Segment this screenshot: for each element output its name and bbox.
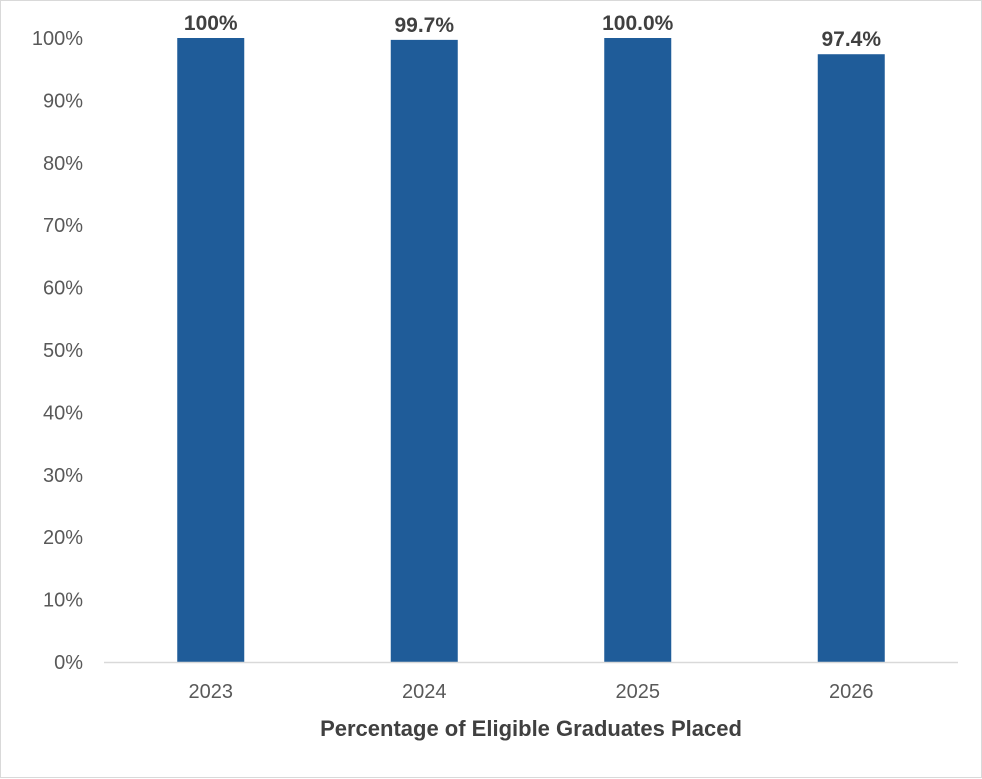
bar-2025 bbox=[604, 38, 672, 662]
y-axis-ticks: 0% 10% 20% 30% 40% 50% 60% 70% 80% 90% 100% bbox=[32, 28, 83, 674]
y-tick-label: 50% bbox=[43, 340, 83, 362]
data-label-2024: 99.7% bbox=[394, 14, 454, 37]
bar-2024 bbox=[390, 39, 458, 662]
data-label-2025: 100.0% bbox=[602, 12, 674, 35]
data-label-2026: 97.4% bbox=[821, 28, 881, 51]
data-labels: 100% 99.7% 100.0% 97.4% bbox=[184, 12, 881, 51]
bar-series bbox=[177, 38, 885, 662]
y-tick-label: 90% bbox=[43, 90, 83, 112]
x-tick-label-2024: 2024 bbox=[402, 681, 447, 703]
y-tick-label: 100% bbox=[32, 28, 83, 50]
y-tick-label: 70% bbox=[43, 215, 83, 237]
bar-2023 bbox=[177, 38, 245, 662]
y-tick-label: 80% bbox=[43, 153, 83, 175]
x-axis-title: Percentage of Eligible Graduates Placed bbox=[320, 716, 742, 741]
y-tick-label: 10% bbox=[43, 590, 83, 612]
y-tick-label: 40% bbox=[43, 402, 83, 424]
y-tick-label: 0% bbox=[54, 652, 83, 674]
bar-2026 bbox=[817, 54, 885, 662]
x-tick-label-2025: 2025 bbox=[616, 681, 661, 703]
y-tick-label: 20% bbox=[43, 527, 83, 549]
x-tick-label-2023: 2023 bbox=[189, 681, 234, 703]
x-axis-ticks: 2023 2024 2025 2026 bbox=[189, 681, 874, 703]
y-tick-label: 30% bbox=[43, 465, 83, 487]
y-tick-label: 60% bbox=[43, 278, 83, 300]
x-tick-label-2026: 2026 bbox=[829, 681, 874, 703]
data-label-2023: 100% bbox=[184, 12, 238, 35]
